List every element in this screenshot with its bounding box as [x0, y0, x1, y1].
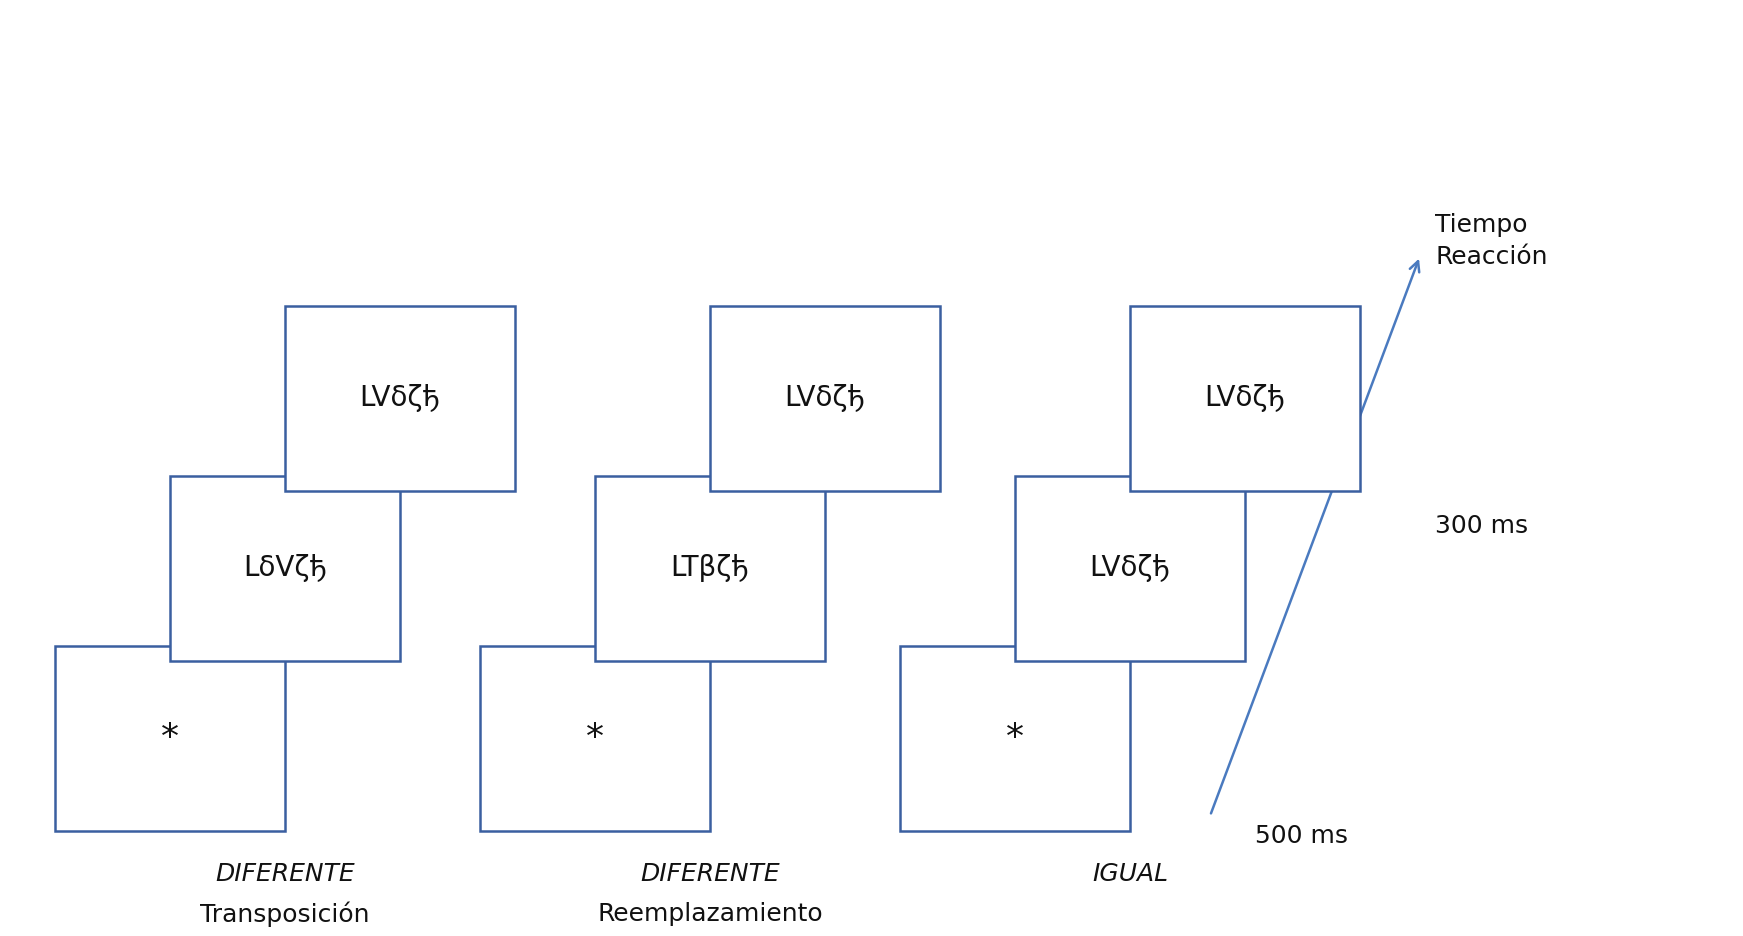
- Bar: [709, 306, 939, 491]
- Text: LVδζђ: LVδζђ: [1204, 385, 1285, 413]
- Text: DIFERENTE: DIFERENTE: [214, 862, 356, 886]
- Bar: [171, 476, 399, 661]
- Text: LVδζђ: LVδζђ: [1089, 554, 1171, 582]
- Text: 300 ms: 300 ms: [1434, 514, 1529, 538]
- Text: LTβζђ: LTβζђ: [671, 554, 749, 582]
- Bar: [1014, 476, 1245, 661]
- Bar: [56, 646, 286, 831]
- Text: 500 ms: 500 ms: [1255, 824, 1347, 848]
- Text: Transposición: Transposición: [200, 901, 370, 927]
- Bar: [479, 646, 709, 831]
- Text: LVδζђ: LVδζђ: [784, 385, 866, 413]
- Bar: [899, 646, 1129, 831]
- Text: *: *: [160, 722, 180, 755]
- Text: *: *: [586, 722, 605, 755]
- Text: Reemplazamiento: Reemplazamiento: [598, 902, 823, 926]
- Text: IGUAL: IGUAL: [1093, 862, 1168, 886]
- Bar: [286, 306, 514, 491]
- Text: Tiempo
Reacción: Tiempo Reacción: [1434, 213, 1548, 269]
- Bar: [594, 476, 824, 661]
- Bar: [1129, 306, 1360, 491]
- Text: *: *: [1006, 722, 1023, 755]
- Text: DIFERENTE: DIFERENTE: [640, 862, 779, 886]
- Text: LδVζђ: LδVζђ: [242, 554, 328, 582]
- Text: LVδζђ: LVδζђ: [359, 385, 441, 413]
